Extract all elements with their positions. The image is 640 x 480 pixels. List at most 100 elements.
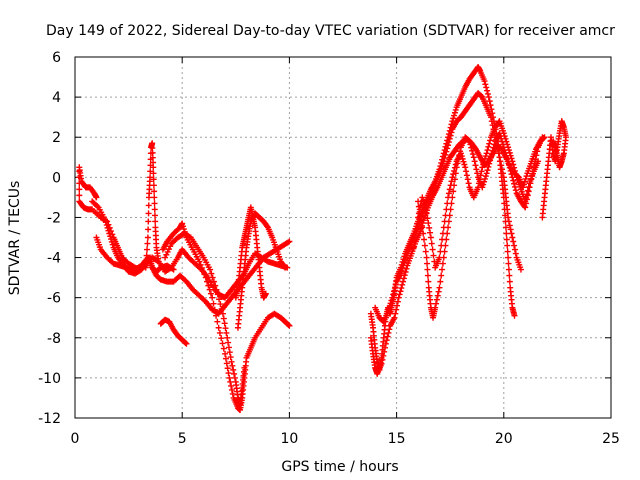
- data-point: [213, 286, 220, 293]
- data-point: [512, 171, 519, 178]
- data-point: [164, 248, 171, 255]
- data-point: [522, 175, 529, 182]
- data-point: [501, 206, 508, 213]
- data-point: [460, 158, 467, 165]
- data-point: [535, 158, 542, 165]
- data-point: [512, 187, 519, 194]
- data-point: [523, 191, 530, 198]
- data-point: [506, 278, 513, 285]
- data-point: [264, 223, 271, 230]
- data-point: [394, 302, 401, 309]
- data-point: [424, 215, 431, 222]
- data-point: [482, 81, 489, 88]
- data-point: [397, 288, 404, 295]
- series-track-6: [159, 220, 293, 413]
- data-point: [491, 141, 498, 148]
- data-point: [183, 340, 190, 347]
- data-point: [204, 278, 211, 285]
- data-point: [388, 297, 395, 304]
- data-point: [502, 218, 509, 225]
- data-point: [226, 349, 233, 356]
- data-point: [451, 167, 458, 174]
- x-tick-labels: 0 5 10 15 20 25: [71, 431, 620, 447]
- data-point: [471, 158, 478, 165]
- data-point: [392, 310, 399, 317]
- data-point: [108, 236, 115, 243]
- data-point: [505, 254, 512, 261]
- data-point: [438, 272, 445, 279]
- data-point: [441, 218, 448, 225]
- data-point: [505, 147, 512, 154]
- data-point: [523, 194, 530, 201]
- data-point: [463, 172, 470, 179]
- data-point: [217, 301, 224, 308]
- data-series: [76, 64, 569, 413]
- data-point: [507, 152, 514, 159]
- data-point: [467, 141, 474, 148]
- data-point: [401, 259, 408, 266]
- data-point: [385, 308, 392, 315]
- data-point: [218, 305, 225, 312]
- data-point: [483, 84, 490, 91]
- data-point: [480, 161, 487, 168]
- data-point: [443, 148, 450, 155]
- data-point: [481, 175, 488, 182]
- data-point: [391, 285, 398, 292]
- data-point: [458, 153, 465, 160]
- data-point: [151, 200, 158, 207]
- data-point: [202, 274, 209, 281]
- data-point: [433, 296, 440, 303]
- data-point: [396, 291, 403, 298]
- data-point: [442, 151, 449, 158]
- data-point: [109, 241, 116, 248]
- data-point: [505, 266, 512, 273]
- data-point: [216, 329, 223, 336]
- data-point: [415, 210, 422, 217]
- data-point: [447, 182, 454, 189]
- series-track-4: [93, 234, 293, 317]
- data-point: [427, 229, 434, 236]
- series-track-15: [410, 118, 542, 271]
- data-point: [510, 161, 517, 168]
- data-point: [485, 94, 492, 101]
- data-point: [475, 184, 482, 191]
- data-point: [227, 354, 234, 361]
- data-point: [412, 232, 419, 239]
- data-point: [503, 230, 510, 237]
- data-point: [504, 141, 511, 148]
- data-point: [490, 144, 497, 151]
- data-point: [481, 155, 488, 162]
- data-point: [506, 149, 513, 156]
- data-point: [451, 109, 458, 116]
- plot-frame: [74, 56, 612, 419]
- data-point: [144, 246, 151, 253]
- data-point: [481, 158, 488, 165]
- data-point: [201, 271, 208, 278]
- data-point: [229, 362, 236, 369]
- data-point: [443, 206, 450, 213]
- data-point: [466, 138, 473, 145]
- data-point: [426, 224, 433, 231]
- data-point: [450, 115, 457, 122]
- x-tick-label: 10: [280, 431, 298, 447]
- data-point: [448, 129, 455, 136]
- data-point: [102, 219, 109, 226]
- data-point: [425, 278, 432, 285]
- data-point: [76, 192, 83, 199]
- data-point: [447, 132, 454, 139]
- data-point: [402, 268, 409, 275]
- data-point: [219, 340, 226, 347]
- data-point: [378, 360, 385, 367]
- data-point: [464, 176, 471, 183]
- data-point: [387, 300, 394, 307]
- data-point: [506, 272, 513, 279]
- y-tick-label: -10: [38, 371, 61, 387]
- data-point: [469, 147, 476, 154]
- data-point: [207, 290, 214, 297]
- data-point: [384, 333, 391, 340]
- data-point: [509, 234, 516, 241]
- data-point: [483, 170, 490, 177]
- data-point: [448, 178, 455, 185]
- chart-title: Day 149 of 2022, Sidereal Day-to-day VTE…: [46, 23, 615, 39]
